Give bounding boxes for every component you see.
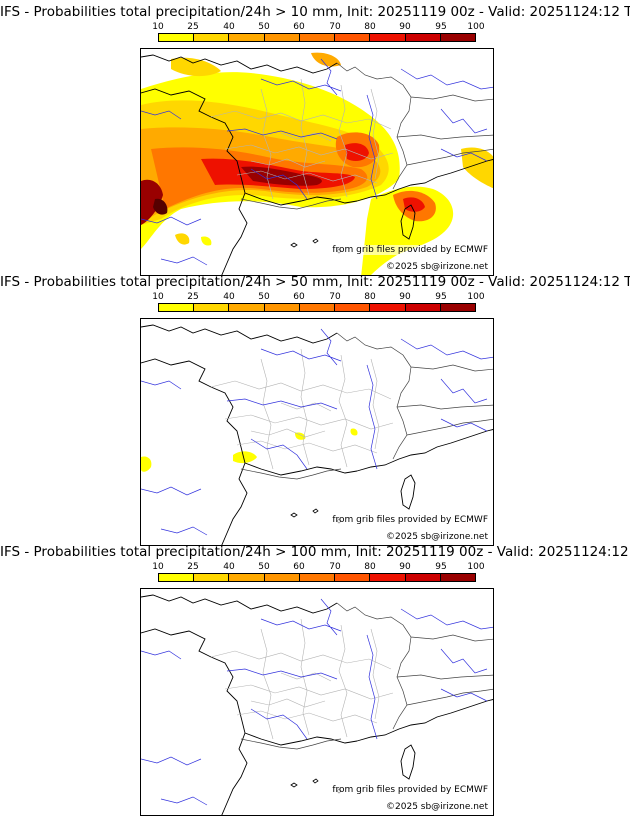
colorbar-swatch	[229, 574, 265, 581]
colorbar-tick: 90	[399, 22, 411, 32]
colorbar-swatch	[299, 574, 336, 581]
colorbar-tick: 50	[258, 22, 270, 32]
colorbar-swatch	[229, 304, 265, 311]
colorbar: 10 25 40 50 60 70 80 90 95 100	[152, 562, 485, 586]
colorbar-tick: 25	[187, 22, 199, 32]
colorbar-labels: 10 25 40 50 60 70 80 90 95 100	[152, 292, 484, 302]
colorbar-tick: 90	[399, 292, 411, 302]
copyright-credit: ©2025 sb@irizone.net	[386, 532, 488, 542]
map-area: from grib files provided by ECMWF ©2025 …	[140, 48, 494, 276]
colorbar-tick: 40	[223, 292, 235, 302]
colorbar: 10 25 40 50 60 70 80 90 95 100	[152, 292, 485, 316]
map-panel-50mm: IFS - Probabilities total precipitation/…	[0, 270, 630, 546]
map-panel-100mm: IFS - Probabilities total precipitation/…	[0, 540, 630, 816]
colorbar-swatch	[229, 34, 265, 41]
probability-shading	[141, 52, 493, 275]
colorbar-swatch	[159, 304, 195, 311]
colorbar-tick: 95	[435, 22, 447, 32]
colorbar-tick: 10	[152, 562, 164, 572]
source-credit: from grib files provided by ECMWF	[332, 785, 488, 795]
colorbar-swatch	[194, 574, 230, 581]
precip-map	[141, 324, 493, 545]
colorbar-tick: 95	[435, 562, 447, 572]
colorbar-swatch	[370, 34, 406, 41]
colorbar-tick: 100	[467, 22, 485, 32]
colorbar-swatch	[335, 574, 371, 581]
colorbar-tick: 25	[187, 562, 199, 572]
colorbar-swatch	[405, 34, 441, 41]
colorbar-swatch	[299, 304, 336, 311]
colorbar-tick: 40	[223, 22, 235, 32]
colorbar-tick: 100	[467, 292, 485, 302]
colorbar-tick: 40	[223, 562, 235, 572]
copyright-credit: ©2025 sb@irizone.net	[386, 262, 488, 272]
colorbar-tick: 60	[293, 22, 305, 32]
colorbar-swatch	[405, 304, 441, 311]
colorbar: 10 25 40 50 60 70 80 90 95 100	[152, 22, 485, 46]
colorbar-tick: 70	[329, 562, 341, 572]
colorbar-swatch	[440, 34, 475, 41]
colorbar-swatches	[158, 303, 476, 312]
colorbar-tick: 25	[187, 292, 199, 302]
colorbar-tick: 80	[364, 562, 376, 572]
probability-shading	[141, 428, 358, 472]
colorbar-swatch	[159, 574, 195, 581]
panel-title: IFS - Probabilities total precipitation/…	[0, 544, 630, 560]
colorbar-tick: 80	[364, 22, 376, 32]
colorbar-tick: 70	[329, 292, 341, 302]
colorbar-swatch	[299, 34, 336, 41]
colorbar-tick: 60	[293, 562, 305, 572]
map-area: from grib files provided by ECMWF ©2025 …	[140, 318, 494, 546]
colorbar-tick: 95	[435, 292, 447, 302]
colorbar-tick: 60	[293, 292, 305, 302]
colorbar-swatches	[158, 33, 476, 42]
colorbar-swatch	[405, 574, 441, 581]
colorbar-tick: 50	[258, 292, 270, 302]
copyright-credit: ©2025 sb@irizone.net	[386, 802, 488, 812]
map-area: from grib files provided by ECMWF ©2025 …	[140, 588, 494, 816]
colorbar-swatch	[264, 304, 300, 311]
colorbar-swatch	[440, 574, 475, 581]
colorbar-tick: 10	[152, 22, 164, 32]
colorbar-swatch	[370, 574, 406, 581]
panel-title: IFS - Probabilities total precipitation/…	[0, 274, 630, 290]
panel-title: IFS - Probabilities total precipitation/…	[0, 4, 630, 20]
colorbar-swatch	[264, 34, 300, 41]
precip-map	[141, 594, 493, 815]
colorbar-tick: 70	[329, 22, 341, 32]
colorbar-swatch	[440, 304, 475, 311]
colorbar-swatch	[370, 304, 406, 311]
colorbar-tick: 80	[364, 292, 376, 302]
map-panel-10mm: IFS - Probabilities total precipitation/…	[0, 0, 630, 276]
colorbar-tick: 10	[152, 292, 164, 302]
precip-map	[141, 52, 493, 275]
colorbar-labels: 10 25 40 50 60 70 80 90 95 100	[152, 22, 484, 32]
colorbar-swatch	[335, 34, 371, 41]
colorbar-swatch	[264, 574, 300, 581]
colorbar-swatch	[194, 304, 230, 311]
source-credit: from grib files provided by ECMWF	[332, 245, 488, 255]
colorbar-swatch	[159, 34, 195, 41]
source-credit: from grib files provided by ECMWF	[332, 515, 488, 525]
colorbar-swatch	[335, 304, 371, 311]
colorbar-tick: 90	[399, 562, 411, 572]
colorbar-swatch	[194, 34, 230, 41]
colorbar-swatches	[158, 573, 476, 582]
colorbar-tick: 50	[258, 562, 270, 572]
colorbar-labels: 10 25 40 50 60 70 80 90 95 100	[152, 562, 484, 572]
colorbar-tick: 100	[467, 562, 485, 572]
